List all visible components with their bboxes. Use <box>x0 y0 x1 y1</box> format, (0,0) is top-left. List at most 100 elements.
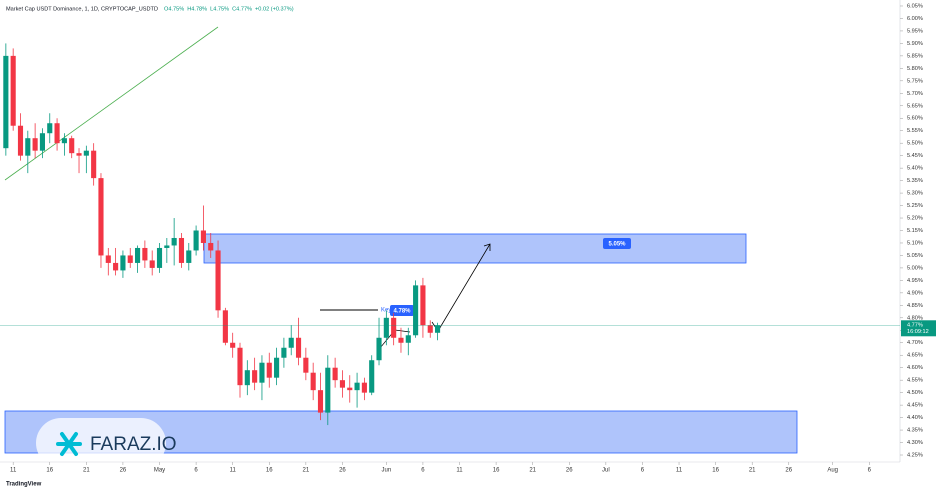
header: Market Cap USDT Dominance, 1, 1D, CRYPTO… <box>6 6 294 12</box>
x-tick-label: 6 <box>421 468 425 474</box>
y-tick-label: 5.80% <box>907 66 923 72</box>
y-tick-label: 6.05% <box>907 3 923 9</box>
y-tick-label: 5.00% <box>907 265 923 271</box>
candle-body <box>208 242 214 251</box>
y-tick-label: 5.55% <box>907 128 923 134</box>
candle-body <box>369 360 375 393</box>
y-tick-label: 5.50% <box>907 141 923 147</box>
candle-body <box>427 325 433 333</box>
candle-body <box>113 262 119 271</box>
footer: TradingView <box>6 482 42 488</box>
candle-body <box>376 337 382 361</box>
candle-body <box>244 370 250 386</box>
candle-body <box>98 178 104 256</box>
y-tick-label: 5.20% <box>907 216 923 222</box>
y-tick-label: 4.85% <box>907 303 923 309</box>
tag <box>603 238 631 249</box>
title: Market Cap USDT Dominance, 1, 1D, CRYPTO… <box>6 6 158 12</box>
candle-body <box>405 335 411 343</box>
x-tick-label: 11 <box>456 468 463 474</box>
y-tick-label: 4.35% <box>907 428 923 434</box>
candle-body <box>178 237 185 263</box>
y-tick-label: 5.60% <box>907 116 923 122</box>
candle-body <box>105 255 111 263</box>
x-tick-label: 26 <box>120 468 127 474</box>
x-tick-label: 11 <box>230 468 237 474</box>
candle-body <box>413 285 419 336</box>
candle-body <box>91 150 97 179</box>
candle-body <box>288 337 294 348</box>
x-tick-label: 21 <box>749 468 756 474</box>
candle-body <box>135 247 141 263</box>
ohlc-value: C4.77% <box>232 6 252 12</box>
candle-body <box>435 325 441 333</box>
candle-body <box>398 337 404 343</box>
candle-body <box>215 250 221 311</box>
x-tick-label: 21 <box>303 468 310 474</box>
y-tick-label: 5.95% <box>907 28 923 34</box>
candle-body <box>32 138 38 151</box>
tag <box>390 305 414 316</box>
candle-body <box>230 342 236 348</box>
candle-body <box>391 317 397 338</box>
y-tick-label: 4.90% <box>907 290 923 296</box>
candle-body <box>83 150 89 156</box>
x-tick-label: 6 <box>868 468 872 474</box>
x-tick-label: 6 <box>194 468 198 474</box>
candle-body <box>76 153 82 156</box>
candle-body <box>186 250 192 263</box>
candle-body <box>156 247 163 268</box>
x-tick-label: 11 <box>676 468 683 474</box>
candle-body <box>354 382 360 391</box>
candle-body <box>222 310 228 343</box>
x-tick-label: 16 <box>493 468 500 474</box>
ohlc-value: H4.78% <box>187 6 207 12</box>
y-tick-label: 4.40% <box>907 415 923 421</box>
y-tick-label: 5.15% <box>907 228 923 234</box>
candle-body <box>252 370 258 383</box>
candle-body <box>383 317 389 338</box>
trend-line <box>4 26 219 181</box>
y-tick-label: 4.45% <box>907 403 923 409</box>
candle-body <box>237 347 243 386</box>
x-tick-label: Jun <box>381 468 391 474</box>
candle-body <box>274 357 280 378</box>
candle-body <box>61 138 67 144</box>
x-tick-label: Jul <box>602 468 610 474</box>
y-tick-label: 4.30% <box>907 440 923 446</box>
candle-body <box>325 367 331 413</box>
candle-body <box>193 230 199 251</box>
candle-body <box>25 138 31 156</box>
y-tick-label: 4.50% <box>907 390 923 396</box>
candle-body <box>332 367 338 381</box>
y-tick-label: 5.05% <box>907 253 923 259</box>
y-tick-label: 4.60% <box>907 365 923 371</box>
y-tick-label: 5.25% <box>907 203 923 209</box>
candle-body <box>295 337 302 358</box>
candle-body <box>339 380 345 388</box>
candle-body <box>69 138 75 154</box>
price-tag-label: 4.77% <box>907 322 923 328</box>
y-tick-label: 5.35% <box>907 178 923 184</box>
y-tick-label: 4.55% <box>907 378 923 384</box>
resistance-zone <box>203 233 747 264</box>
watermark: FARAZ.IO <box>90 434 177 455</box>
candle-body <box>39 133 45 151</box>
candle-body <box>3 55 9 149</box>
candle-body <box>420 285 426 326</box>
annotation: 5.05% <box>608 242 626 248</box>
ohlc-value: L4.75% <box>210 6 229 12</box>
x-tick-label: 26 <box>785 468 792 474</box>
x-tick-label: 11 <box>10 468 17 474</box>
x-tick-label: 26 <box>566 468 573 474</box>
y-tick-label: 6.00% <box>907 16 923 22</box>
x-tick-label: 16 <box>46 468 53 474</box>
watermark-logo <box>56 432 82 456</box>
y-tick-label: 5.70% <box>907 91 923 97</box>
candle-body <box>266 362 272 378</box>
candle-body <box>259 362 265 383</box>
x-tick-label: 6 <box>641 468 645 474</box>
y-tick-label: 4.70% <box>907 340 923 346</box>
